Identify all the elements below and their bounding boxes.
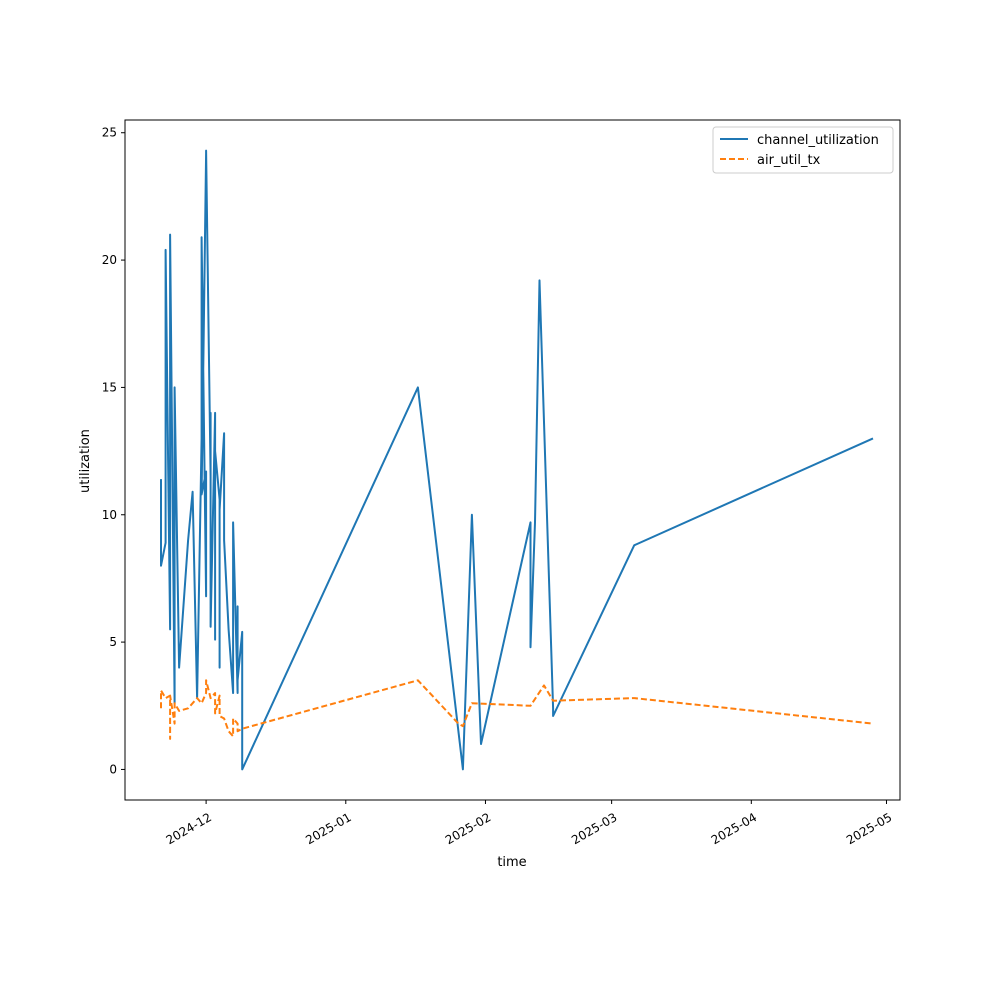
y-tick-label: 10 <box>102 508 117 522</box>
y-tick-label: 15 <box>102 380 117 394</box>
y-axis: 0 5 10 15 20 25 <box>102 126 125 776</box>
series-line-channel-utilization <box>160 149 874 771</box>
legend-box <box>712 126 894 174</box>
y-axis-label: utilization <box>78 429 93 493</box>
legend-label-air-util-tx: air_util_tx <box>757 153 821 168</box>
y-tick-label: 20 <box>102 253 117 267</box>
series-layer <box>160 149 874 771</box>
series-line-air-util-tx <box>160 679 874 740</box>
plot-area <box>124 119 901 801</box>
plot-frame <box>124 119 901 801</box>
legend-label-channel-utilization: channel_utilization <box>757 133 879 148</box>
y-tick-label: 5 <box>109 635 117 649</box>
y-tick-label: 25 <box>102 126 117 140</box>
x-axis-label: time <box>497 855 526 870</box>
y-tick-label: 0 <box>109 762 117 776</box>
plot-frame-background <box>125 120 900 800</box>
legend: channel_utilization air_util_tx <box>712 126 894 174</box>
